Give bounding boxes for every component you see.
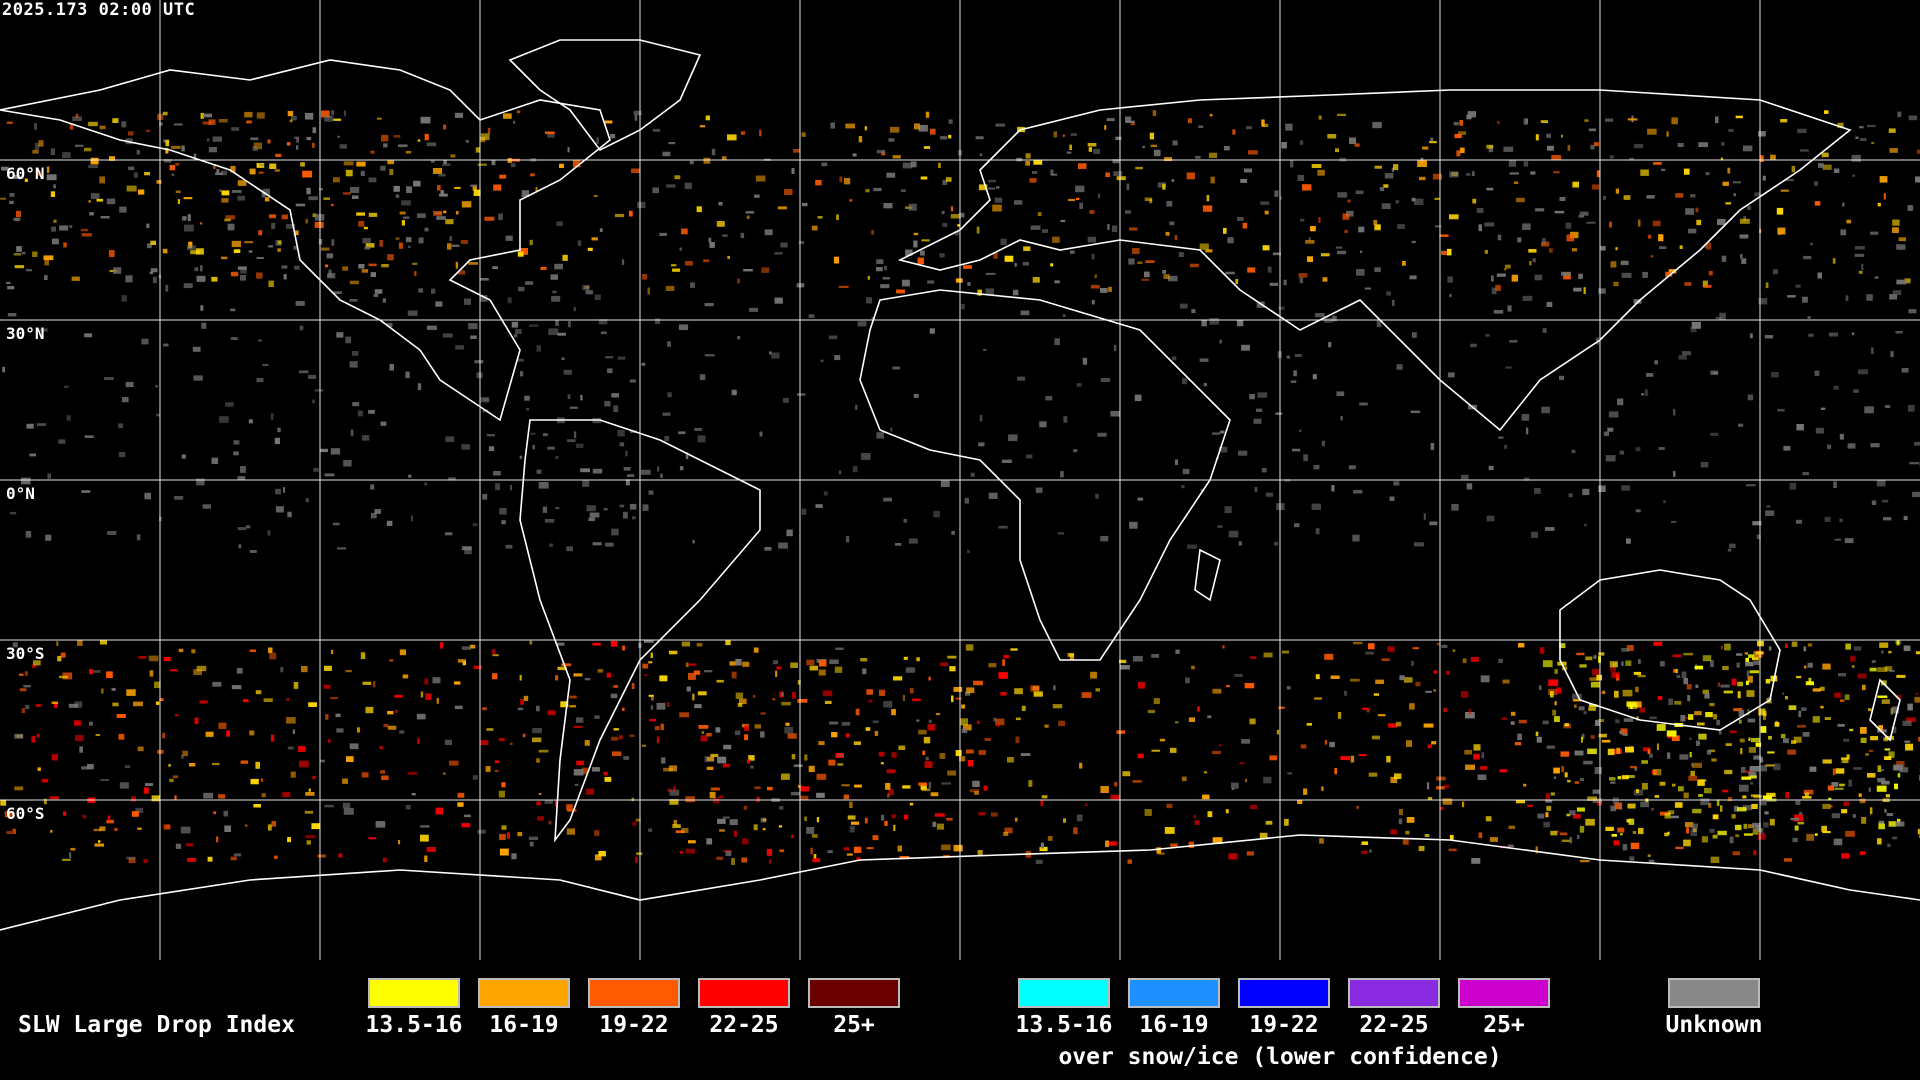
label-25-plus: 25+ xyxy=(833,1012,875,1038)
label-19-22: 19-22 xyxy=(599,1012,669,1038)
lat-label-60n: 60°N xyxy=(6,164,45,183)
snow-label-22-25: 22-25 xyxy=(1359,1012,1429,1038)
cloud-data-layer xyxy=(0,110,1920,865)
snow-label-13-16: 13.5-16 xyxy=(1015,1012,1113,1038)
timestamp: 2025.173 02:00 UTC xyxy=(2,0,196,20)
swatch-13-16 xyxy=(368,978,460,1008)
unknown-swatch xyxy=(1668,978,1760,1008)
world-map xyxy=(0,0,1920,960)
snow-swatch-19-22 xyxy=(1238,978,1330,1008)
label-22-25: 22-25 xyxy=(709,1012,779,1038)
lat-label-0n: 0°N xyxy=(6,484,35,503)
lat-label-60s: 60°S xyxy=(6,804,45,823)
snow-label-16-19: 16-19 xyxy=(1139,1012,1209,1038)
swatch-16-19 xyxy=(478,978,570,1008)
snow-label-19-22: 19-22 xyxy=(1249,1012,1319,1038)
lat-lon-grid xyxy=(0,0,1920,960)
snow-swatch-22-25 xyxy=(1348,978,1440,1008)
unknown-label: Unknown xyxy=(1665,1012,1763,1038)
lat-label-30s: 30°S xyxy=(6,644,45,663)
swatch-25-plus xyxy=(808,978,900,1008)
snow-note: over snow/ice (lower confidence) xyxy=(1058,1044,1502,1070)
label-16-19: 16-19 xyxy=(489,1012,559,1038)
swatch-19-22 xyxy=(588,978,680,1008)
snow-swatch-25-plus xyxy=(1458,978,1550,1008)
snow-swatch-13-16 xyxy=(1018,978,1110,1008)
snow-swatch-16-19 xyxy=(1128,978,1220,1008)
legend-title: SLW Large Drop Index xyxy=(18,1012,295,1038)
legend xyxy=(0,960,1920,1080)
lat-label-30n: 30°N xyxy=(6,324,45,343)
label-13-16: 13.5-16 xyxy=(365,1012,463,1038)
snow-label-25-plus: 25+ xyxy=(1483,1012,1525,1038)
swatch-22-25 xyxy=(698,978,790,1008)
